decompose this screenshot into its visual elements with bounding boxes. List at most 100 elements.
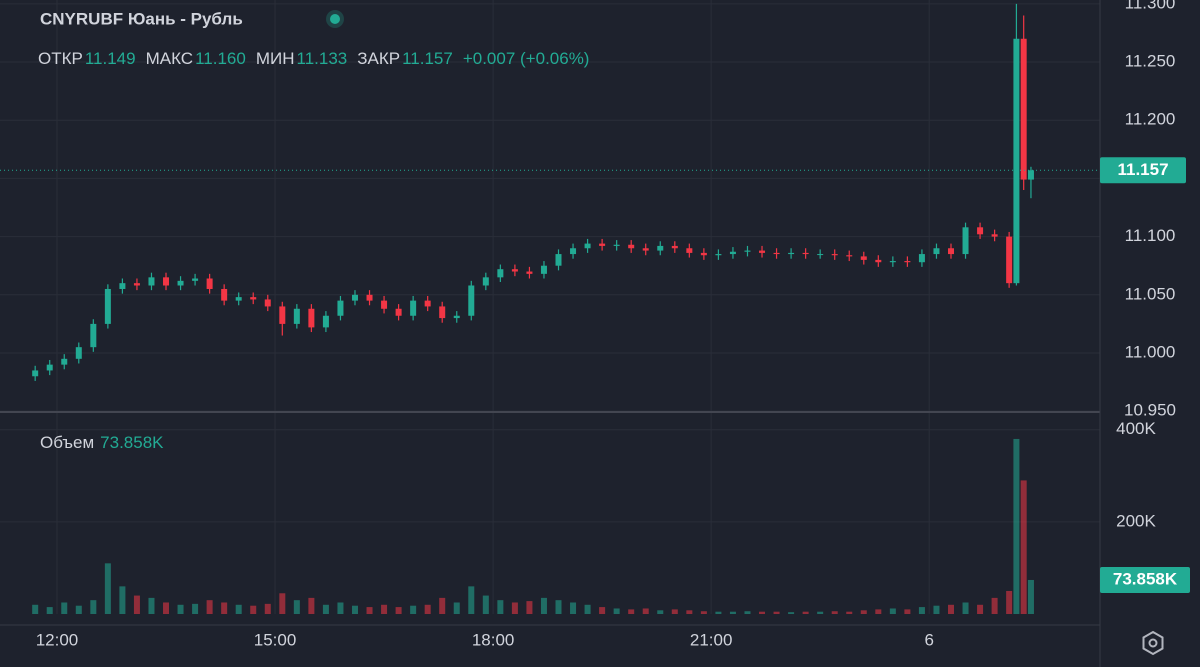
candle-body xyxy=(802,252,809,255)
candle-body xyxy=(163,277,170,286)
volume-bar xyxy=(860,610,867,614)
candle-body xyxy=(308,308,315,328)
grid xyxy=(0,0,1100,614)
volume-bar xyxy=(119,586,126,614)
volume-bar xyxy=(599,607,606,614)
candle-body xyxy=(468,285,475,316)
last-volume-label: 73.858K xyxy=(1113,569,1178,588)
candle-body xyxy=(46,364,53,371)
volume-bar xyxy=(250,605,257,614)
volume-bar xyxy=(991,597,998,614)
volume-bar xyxy=(424,604,431,614)
volume-bar xyxy=(308,597,315,614)
volume-bar xyxy=(875,609,882,614)
volume-bar xyxy=(453,602,460,614)
x-tick-label: 15:00 xyxy=(254,630,297,649)
volume-bar xyxy=(1020,480,1027,614)
candle-body xyxy=(773,252,780,255)
volume-bar xyxy=(482,595,489,614)
candle-body xyxy=(206,278,213,289)
candle-body xyxy=(133,283,140,286)
volume-bar xyxy=(351,605,358,614)
volume-bar xyxy=(206,600,213,614)
volume-bar xyxy=(366,607,373,614)
volume-bar xyxy=(163,602,170,614)
volume-bar xyxy=(802,611,809,614)
volume-bar xyxy=(657,610,664,614)
volume-bar xyxy=(846,611,853,614)
volume-bar xyxy=(46,607,53,614)
quote-line: ОТКР 11.149 МАКС 11.160 МИН 11.133 ЗАКР 11.157 +… xyxy=(38,49,589,68)
candle-body xyxy=(860,256,867,260)
candle-body xyxy=(351,294,358,301)
candle-body xyxy=(192,278,199,281)
candle-body xyxy=(947,248,954,255)
volume-bar xyxy=(889,608,896,614)
candle-body xyxy=(570,248,577,255)
candle-body xyxy=(671,245,678,249)
candle-body xyxy=(119,283,126,289)
volume-name: Объем xyxy=(40,433,94,452)
candle-body xyxy=(846,255,853,257)
y2-tick-label: 200K xyxy=(1116,511,1156,530)
candle-body xyxy=(817,254,824,256)
settings-icon[interactable] xyxy=(1142,630,1164,656)
candle-body xyxy=(1006,236,1013,284)
candle-body xyxy=(90,323,97,348)
volume-bar xyxy=(773,611,780,614)
volume-bar xyxy=(75,605,82,614)
status-dot xyxy=(330,14,340,24)
volume-bar xyxy=(32,604,39,614)
y-tick-label: 11.300 xyxy=(1125,0,1176,12)
volume-bar xyxy=(439,597,446,614)
chart-title: CNYRUBF Юань - Рубль xyxy=(40,9,243,28)
candle-body xyxy=(788,252,795,255)
candle-body xyxy=(439,306,446,319)
volume-bar xyxy=(337,602,344,614)
candle-body xyxy=(322,315,329,328)
marks xyxy=(0,3,1100,614)
quote-label: МИН xyxy=(256,49,295,68)
candle-body xyxy=(75,347,82,359)
quote-value: 11.149 xyxy=(85,49,136,68)
volume-bar xyxy=(686,610,693,614)
y2-tick-label: 400K xyxy=(1116,419,1156,438)
volume-bar xyxy=(235,604,242,614)
y-tick-label: 11.200 xyxy=(1125,110,1176,129)
candle-body xyxy=(933,248,940,255)
candle-body xyxy=(32,370,39,377)
quote-label: ОТКР xyxy=(38,49,83,68)
volume-bar xyxy=(468,586,475,614)
volume-legend: Объем 73.858K xyxy=(40,433,164,452)
volume-bar xyxy=(570,602,577,614)
quote-value: 11.160 xyxy=(195,49,246,68)
candle-body xyxy=(148,277,155,286)
volume-bar xyxy=(817,611,824,614)
volume-bar xyxy=(381,604,388,614)
volume-bar xyxy=(410,605,417,614)
candle-body xyxy=(700,252,707,256)
candle-body xyxy=(497,269,504,278)
volume-bar xyxy=(788,612,795,614)
candle-body xyxy=(1020,38,1027,180)
candle-body xyxy=(977,227,984,235)
candle-body xyxy=(831,254,838,256)
volume-value: 73.858K xyxy=(100,433,164,452)
candle-body xyxy=(395,308,402,316)
volume-bar xyxy=(584,604,591,614)
x-tick-label: 12:00 xyxy=(36,630,79,649)
volume-bar xyxy=(1013,438,1020,614)
labels: 10.95011.00011.05011.10011.15011.20011.2… xyxy=(36,0,1190,649)
quote-value: 11.133 xyxy=(297,49,348,68)
candle-body xyxy=(613,244,620,246)
candle-body xyxy=(279,306,286,324)
quote-label: МАКС xyxy=(146,49,194,68)
volume-bar xyxy=(962,602,969,614)
volume-bar xyxy=(744,611,751,614)
quote-value: 11.157 xyxy=(402,49,453,68)
candle-body xyxy=(540,265,547,274)
volume-bar xyxy=(729,611,736,614)
candle-body xyxy=(875,259,882,263)
